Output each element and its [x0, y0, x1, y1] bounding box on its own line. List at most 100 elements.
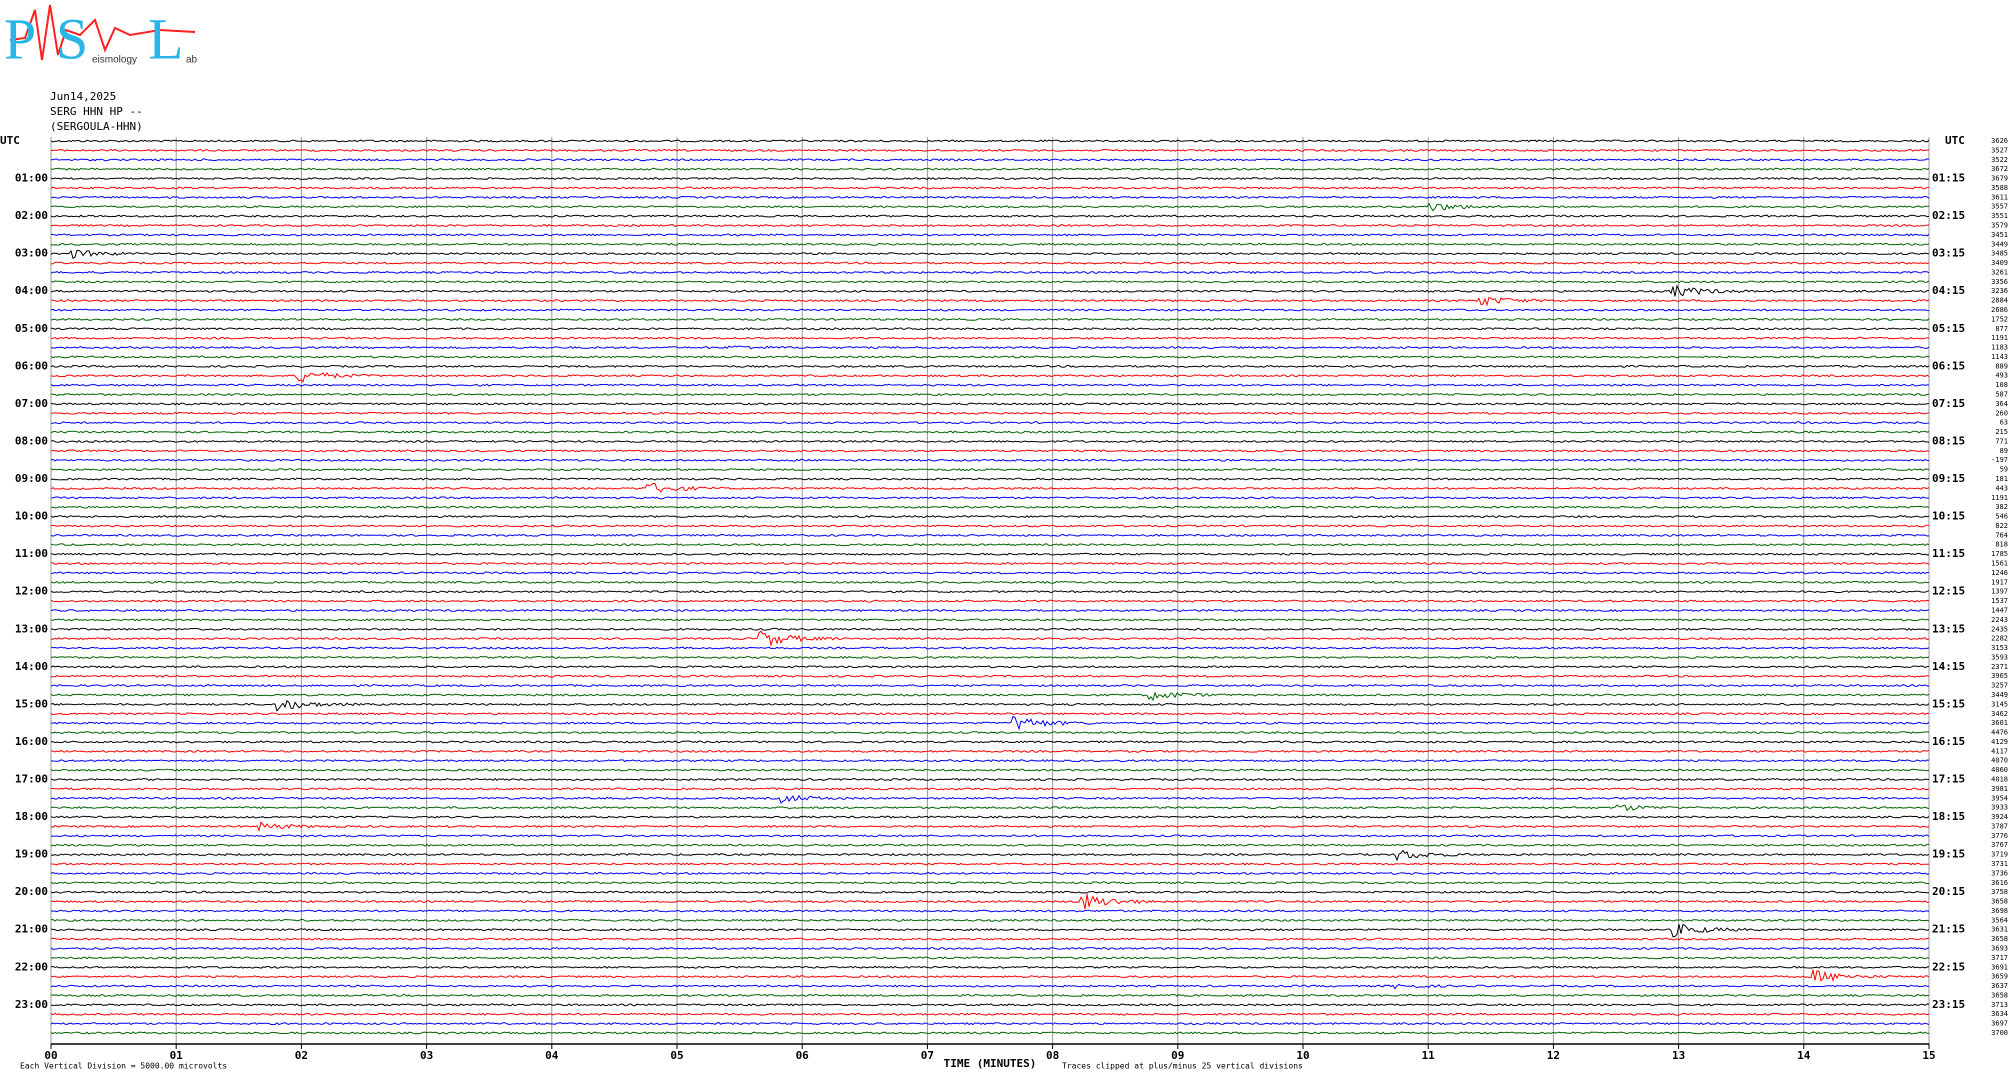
row-value: 1183: [1991, 344, 2008, 352]
trace: [50, 590, 1930, 594]
row-value: 3449: [1991, 691, 2008, 699]
row-value: 3588: [1991, 184, 2008, 192]
trace: [50, 421, 1930, 425]
row-value: 3449: [1991, 240, 2008, 248]
trace: [50, 1012, 1930, 1016]
hour-label: 20:00: [15, 885, 48, 898]
row-value: 3451: [1991, 231, 2008, 239]
hour-label: 16:00: [15, 735, 48, 748]
row-value: 3981: [1991, 785, 2008, 793]
trace: [50, 794, 1930, 804]
hour-label: 17:00: [15, 772, 48, 785]
trace: [50, 383, 1930, 387]
trace: [50, 956, 1930, 960]
hour-label: 05:15: [1932, 322, 1965, 335]
row-value: 4476: [1991, 729, 2008, 737]
row-value: 3356: [1991, 278, 2008, 286]
trace: [50, 284, 1930, 297]
row-value: 3564: [1991, 916, 2008, 924]
row-value: 1397: [1991, 588, 2008, 596]
trace: [50, 515, 1930, 519]
row-value: 1143: [1991, 353, 2008, 361]
hour-label: 06:00: [15, 359, 48, 372]
hour-label: 14:15: [1932, 660, 1965, 673]
trace: [50, 804, 1930, 812]
row-value: 587: [1995, 391, 2008, 399]
hour-label: 09:00: [15, 472, 48, 485]
row-value: 3776: [1991, 832, 2008, 840]
x-tick-label: 08: [1046, 1049, 1059, 1062]
row-value: 822: [1995, 522, 2008, 530]
trace: [50, 214, 1930, 218]
hour-label: 08:15: [1932, 434, 1965, 447]
row-value: 3485: [1991, 250, 2008, 258]
hour-label: 04:00: [15, 284, 48, 297]
trace: [50, 843, 1930, 847]
row-value: 3736: [1991, 869, 2008, 877]
footer-note: Each Vertical Division = 5000.00 microvo…: [20, 1062, 227, 1071]
row-value: 3954: [1991, 794, 2008, 802]
row-value: 1561: [1991, 560, 2008, 568]
row-value: 260: [1995, 409, 2008, 417]
row-value: 3672: [1991, 165, 2008, 173]
row-value: 3634: [1991, 1010, 2008, 1018]
row-value: 4018: [1991, 775, 2008, 783]
row-value: 3145: [1991, 700, 2008, 708]
trace: [50, 871, 1930, 875]
row-value: 1537: [1991, 597, 2008, 605]
trace: [50, 392, 1930, 397]
row-value: 3153: [1991, 644, 2008, 652]
trace: [50, 983, 1929, 990]
trace: [50, 317, 1930, 321]
trace: [50, 715, 1930, 731]
trace: [50, 608, 1930, 613]
row-value: 63: [2000, 419, 2008, 427]
hour-label: 22:15: [1932, 960, 1965, 973]
trace: [50, 223, 1930, 228]
trace: [50, 402, 1930, 406]
row-value: 4060: [1991, 766, 2008, 774]
trace: [50, 167, 1930, 171]
x-tick-label: 12: [1547, 1049, 1560, 1062]
hour-label: 10:00: [15, 510, 48, 523]
row-value: 3593: [1991, 653, 2008, 661]
trace: [50, 674, 1930, 678]
x-tick-label: 15: [1922, 1049, 1935, 1062]
trace: [50, 477, 1930, 481]
row-value: 1191: [1991, 334, 2008, 342]
trace: [50, 280, 1930, 284]
row-value: 3767: [1991, 841, 2008, 849]
row-value: 89: [2000, 447, 2008, 455]
hour-label: 23:15: [1932, 998, 1965, 1011]
trace: [50, 699, 1930, 712]
row-value: 3713: [1991, 1001, 2008, 1009]
trace: [50, 202, 1929, 212]
row-value: 3659: [1991, 973, 2008, 981]
row-value: 1447: [1991, 606, 2008, 614]
trace: [50, 1003, 1930, 1007]
trace: [50, 890, 1930, 894]
trace: [51, 630, 1930, 647]
row-value: 3700: [1991, 1029, 2008, 1037]
row-value: 771: [1995, 437, 2008, 445]
trace: [50, 684, 1930, 688]
row-value: 1191: [1991, 494, 2008, 502]
hour-label: 15:15: [1932, 697, 1965, 710]
trace: [50, 815, 1930, 819]
x-tick-label: 03: [420, 1049, 433, 1062]
row-value: 2282: [1991, 635, 2008, 643]
trace: [50, 439, 1930, 444]
hour-label: 10:15: [1932, 510, 1965, 523]
trace: [50, 543, 1930, 547]
trace: [50, 533, 1930, 537]
row-value: 3719: [1991, 851, 2008, 859]
row-value: 215: [1995, 428, 2008, 436]
hour-label: 04:15: [1932, 284, 1965, 297]
row-value: 2884: [1991, 297, 2008, 305]
row-value: 59: [2000, 466, 2008, 474]
row-value: 3409: [1991, 259, 2008, 267]
row-value: 3557: [1991, 203, 2008, 211]
hour-label: 16:15: [1932, 735, 1965, 748]
trace: [50, 552, 1930, 556]
